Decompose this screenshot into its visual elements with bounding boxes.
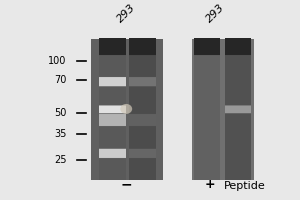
Text: −: −	[120, 177, 132, 191]
Text: 70: 70	[54, 75, 67, 85]
Text: 293: 293	[115, 2, 137, 25]
Ellipse shape	[120, 104, 132, 114]
Bar	[91, 39, 164, 180]
Text: 50: 50	[54, 108, 67, 118]
Text: 35: 35	[54, 129, 67, 139]
Text: 293: 293	[204, 2, 226, 25]
Text: +: +	[204, 178, 215, 191]
Text: 100: 100	[48, 56, 67, 66]
Text: 25: 25	[54, 155, 67, 165]
Text: Peptide: Peptide	[224, 181, 266, 191]
Bar	[192, 39, 254, 180]
